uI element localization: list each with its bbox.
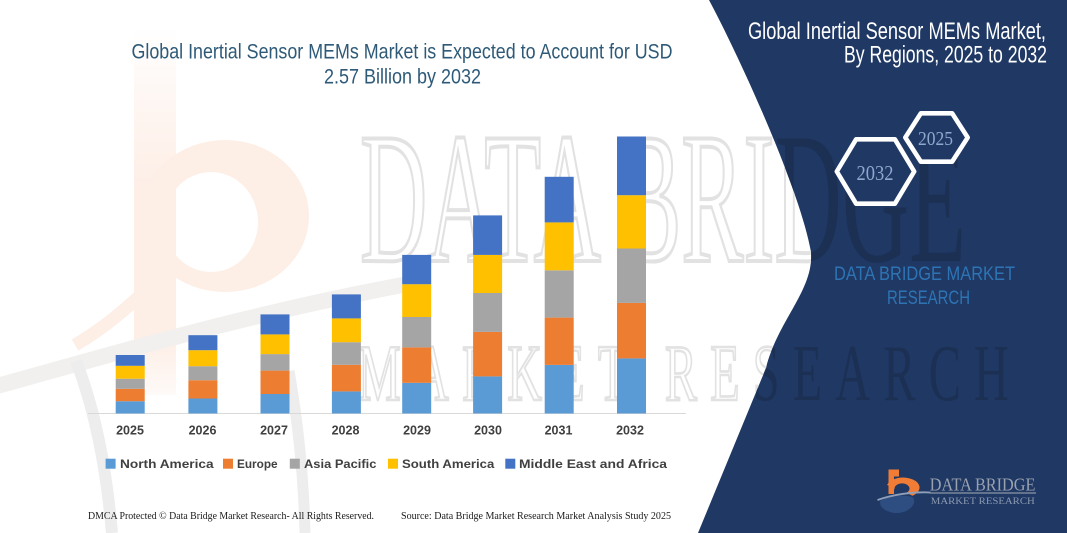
svg-text:Europe: Europe	[237, 457, 278, 471]
svg-text:DMCA Protected © Data Bridge M: DMCA Protected © Data Bridge Market Rese…	[88, 511, 374, 522]
svg-text:Asia Pacific: Asia Pacific	[304, 457, 377, 471]
svg-text:2032: 2032	[616, 424, 644, 438]
svg-text:DATA BRIDGE MARKET: DATA BRIDGE MARKET	[834, 264, 1015, 285]
svg-text:By Regions, 2025 to 2032: By Regions, 2025 to 2032	[844, 42, 1047, 69]
svg-text:DATA BRIDGE: DATA BRIDGE	[930, 474, 1036, 494]
svg-text:North America: North America	[120, 457, 214, 471]
svg-text:2026: 2026	[189, 424, 217, 438]
svg-text:DATA BRIDGE: DATA BRIDGE	[360, 95, 966, 302]
svg-text:Middle East and Africa: Middle East and Africa	[519, 457, 667, 471]
svg-text:2025: 2025	[116, 424, 144, 438]
svg-text:2025: 2025	[918, 128, 953, 150]
svg-text:MARKET RESEARCH: MARKET RESEARCH	[931, 496, 1036, 506]
svg-text:2030: 2030	[474, 424, 502, 438]
svg-text:MARKET RESEARCH: MARKET RESEARCH	[358, 330, 1022, 418]
svg-text:2.57 Billion by 2032: 2.57 Billion by 2032	[324, 65, 481, 89]
svg-text:Global Inertial Sensor MEMs Ma: Global Inertial Sensor MEMs Market,	[748, 18, 1046, 45]
svg-text:2032: 2032	[857, 161, 894, 185]
svg-text:Source: Data Bridge Market Res: Source: Data Bridge Market Research Mark…	[401, 511, 671, 522]
svg-text:RESEARCH: RESEARCH	[887, 288, 970, 309]
svg-text:Global Inertial Sensor MEMs Ma: Global Inertial Sensor MEMs Market is Ex…	[132, 40, 673, 64]
svg-text:2029: 2029	[403, 424, 431, 438]
svg-text:2031: 2031	[545, 424, 573, 438]
svg-text:South America: South America	[402, 457, 495, 471]
svg-text:2028: 2028	[332, 424, 360, 438]
svg-text:2027: 2027	[260, 424, 288, 438]
